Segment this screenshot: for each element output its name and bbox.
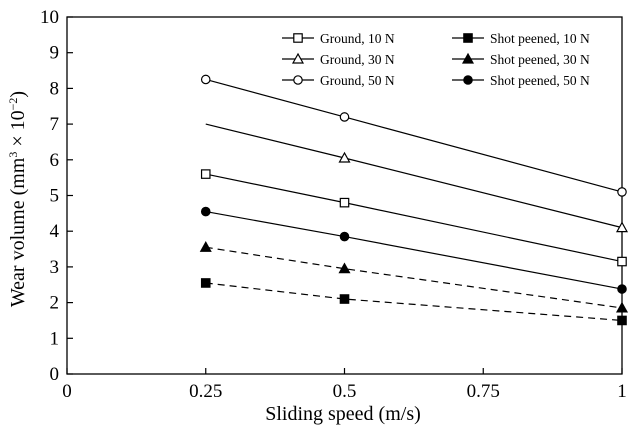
series-line — [205, 123, 623, 229]
data-point — [339, 197, 350, 208]
series-2 — [200, 74, 627, 197]
y-tick-label: 9 — [50, 43, 60, 64]
y-tick-label: 6 — [50, 150, 60, 171]
y-tick-label: 0 — [50, 364, 60, 385]
legend-entry: Ground, 10 N — [282, 31, 395, 46]
series-line — [205, 210, 623, 290]
data-point — [339, 231, 350, 242]
data-point — [615, 301, 629, 313]
legend-marker — [463, 33, 473, 43]
series-4 — [199, 241, 629, 313]
legend-marker — [463, 75, 473, 85]
x-tick-label: 0.25 — [189, 381, 222, 402]
legend-entry: Shot peened, 30 N — [452, 52, 590, 67]
data-point — [617, 256, 627, 267]
data-point — [200, 278, 211, 288]
data-point — [199, 241, 212, 252]
y-axis-title-sup1: 3 — [6, 152, 20, 158]
series-0 — [200, 169, 627, 267]
y-axis-title-sup2: −2 — [6, 98, 20, 111]
data-point — [617, 284, 627, 294]
legend-label: Shot peened, 50 N — [490, 73, 590, 88]
data-point — [617, 187, 627, 197]
legend: Ground, 10 N Shot peened, 10 N Ground, 30 … — [282, 31, 590, 88]
y-tick-label: 2 — [50, 293, 60, 314]
y-tick-label: 8 — [50, 78, 60, 99]
legend-entry: Ground, 50 N — [282, 73, 395, 88]
y-tick-label: 1 — [50, 328, 60, 349]
data-point — [200, 74, 211, 85]
y-tick-label: 5 — [50, 186, 60, 207]
y-axis-title-suffix: ) — [7, 91, 29, 98]
axes-layer: 0 1 2 3 4 5 6 7 8 9 10 0 0.25 0.5 0.75 1 — [40, 7, 627, 402]
legend-label: Ground, 10 N — [320, 31, 395, 46]
legend-entry: Shot peened, 10 N — [452, 31, 590, 46]
legend-marker — [293, 75, 303, 85]
series-layer — [199, 74, 629, 326]
series-line — [205, 246, 623, 309]
series-line — [205, 282, 623, 322]
data-point — [338, 262, 351, 274]
data-point — [200, 206, 211, 217]
plot-frame — [66, 16, 623, 375]
legend-label: Ground, 30 N — [320, 52, 395, 67]
data-point — [339, 112, 350, 122]
x-tick-label: 0.5 — [333, 381, 357, 402]
x-tick-label: 0.75 — [467, 381, 500, 402]
y-axis-title: Wear volume (mm3 × 10−2) — [6, 91, 29, 307]
plot-area — [66, 16, 623, 375]
legend-label: Ground, 50 N — [320, 73, 395, 88]
x-axis-title: Sliding speed (m/s) — [265, 403, 421, 425]
data-point — [615, 221, 629, 233]
legend-marker — [293, 33, 303, 43]
series-5 — [200, 206, 627, 294]
series-3 — [200, 278, 627, 326]
data-point — [617, 315, 627, 326]
series-line — [205, 173, 623, 263]
y-tick-label: 7 — [50, 114, 60, 135]
x-tick-label: 0 — [62, 381, 72, 402]
legend-marker — [291, 52, 305, 64]
legend-label: Shot peened, 30 N — [490, 52, 590, 67]
data-point — [339, 294, 350, 304]
y-tick-label: 4 — [50, 221, 60, 242]
series-1 — [205, 123, 629, 233]
data-point — [200, 169, 211, 179]
legend-label: Shot peened, 10 N — [490, 31, 590, 46]
y-tick-label: 10 — [40, 7, 59, 28]
y-axis-title-prefix: Wear volume (mm — [7, 157, 29, 307]
legend-entry: Shot peened, 50 N — [452, 73, 590, 88]
y-axis-title-mid: × 10 — [7, 110, 29, 151]
legend-marker — [461, 52, 475, 64]
y-tick-label: 3 — [50, 257, 60, 278]
x-tick-label: 1 — [617, 381, 627, 402]
legend-entry: Ground, 30 N — [282, 52, 395, 67]
data-point — [338, 151, 351, 163]
